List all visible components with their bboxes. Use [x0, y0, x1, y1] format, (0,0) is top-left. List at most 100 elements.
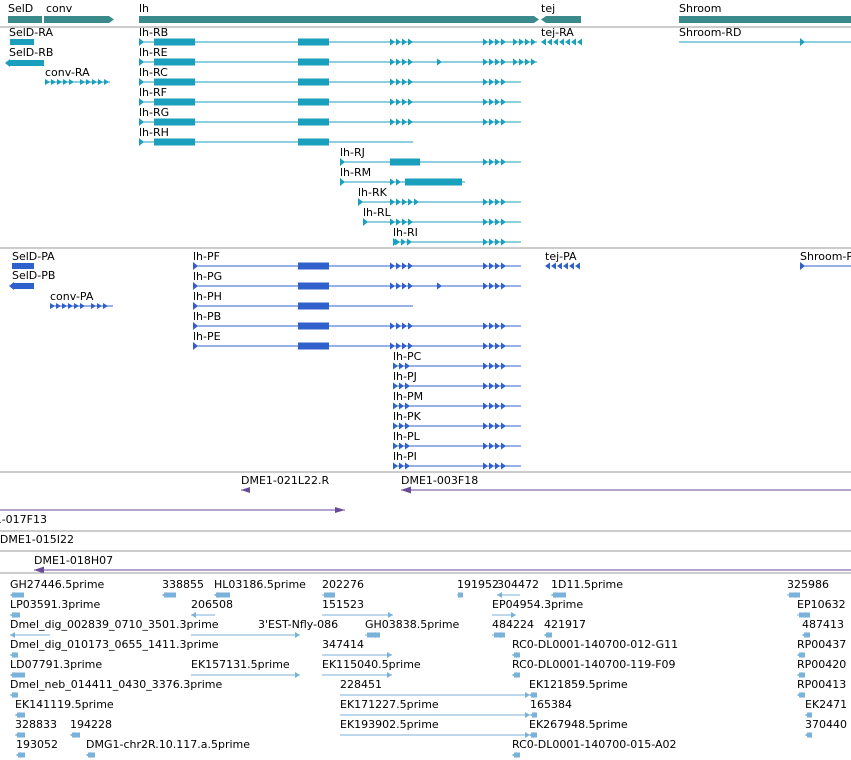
est-label-202276[interactable]: 202276: [322, 578, 364, 591]
est-label-151523[interactable]: 151523: [322, 598, 364, 611]
est-label-ek171227-5prime[interactable]: EK171227.5prime: [340, 698, 439, 711]
est-label-165384[interactable]: 165384: [530, 698, 572, 711]
est-label-ek141119-5prime[interactable]: EK141119.5prime: [15, 698, 114, 711]
protein-label-tej-pa[interactable]: tej-PA: [545, 250, 577, 263]
est-label-rp00413[interactable]: RP00413: [797, 678, 846, 691]
transcript-label-lh-ri[interactable]: lh-RI: [393, 226, 418, 239]
est-arrow-left[interactable]: [191, 612, 196, 618]
clone-label-dme1-018h07[interactable]: DME1-018H07: [34, 554, 113, 567]
est-label-ep04954-3prime[interactable]: EP04954.3prime: [492, 598, 583, 611]
est-label-ek157131-5prime[interactable]: EK157131.5prime: [191, 658, 290, 671]
clone-label-dme1-015i22[interactable]: DME1-015I22: [0, 533, 74, 546]
est-label-325986[interactable]: 325986: [787, 578, 829, 591]
est-label-dmel-dig-010173-0655-1411-3prime[interactable]: Dmel_dig_010173_0655_1411.3prime: [10, 638, 219, 651]
est-arrow-right[interactable]: [511, 612, 516, 618]
est-label-338855[interactable]: 338855: [162, 578, 204, 591]
transcript-label-lh-rc[interactable]: lh-RC: [139, 66, 168, 79]
est-label-lp03591-3prime[interactable]: LP03591.3prime: [10, 598, 101, 611]
protein-label-lh-pl[interactable]: lh-PL: [393, 430, 421, 443]
protein-label-lh-pg[interactable]: lh-PG: [193, 270, 222, 283]
protein-label-lh-pf[interactable]: lh-PF: [193, 250, 220, 263]
protein-label-lh-pi[interactable]: lh-PI: [393, 450, 417, 463]
clone-label-dme1-003f18[interactable]: DME1-003F18: [401, 474, 478, 487]
transcript-label-lh-rm[interactable]: lh-RM: [340, 166, 371, 179]
est-label-ep10632[interactable]: EP10632: [797, 598, 846, 611]
transcript-label-lh-rl[interactable]: lh-RL: [363, 206, 392, 219]
transcript-label-lh-re[interactable]: lh-RE: [139, 46, 168, 59]
est-arrow-right[interactable]: [525, 712, 530, 718]
protein-label-lh-pm[interactable]: lh-PM: [393, 390, 423, 403]
est-label-193052[interactable]: 193052: [16, 738, 58, 751]
est-label-328833[interactable]: 328833: [15, 718, 57, 731]
protein-label-conv-pa[interactable]: conv-PA: [50, 290, 94, 303]
est-arrow-right[interactable]: [295, 672, 300, 678]
transcript-label-conv-ra[interactable]: conv-RA: [45, 66, 90, 79]
est-label-dmg1-chr2r-10-117-a-5prime[interactable]: DMG1-chr2R.10.117.a.5prime: [86, 738, 250, 751]
clone-marker[interactable]: [335, 507, 345, 513]
protein-label-seld-pa[interactable]: SelD-PA: [12, 250, 55, 263]
transcript-label-lh-rh[interactable]: lh-RH: [139, 126, 169, 139]
est-label-228451[interactable]: 228451: [340, 678, 382, 691]
gene-bar-tej[interactable]: [541, 16, 581, 23]
est-arrow-left[interactable]: [10, 632, 15, 638]
gene-label-conv[interactable]: conv: [46, 2, 73, 15]
transcript-label-tej-ra[interactable]: tej-RA: [541, 26, 574, 39]
est-label-3-est-nfly-086[interactable]: 3'EST-Nfly-086: [258, 618, 338, 631]
protein-label-seld-pb[interactable]: SelD-PB: [12, 269, 55, 282]
transcript-label-shroom-rd[interactable]: Shroom-RD: [679, 26, 742, 39]
protein-label-lh-pk[interactable]: lh-PK: [393, 410, 422, 423]
est-label-194228[interactable]: 194228: [70, 718, 112, 731]
gene-label-tej[interactable]: tej: [541, 2, 555, 15]
est-label-370440[interactable]: 370440: [805, 718, 847, 731]
clone-label-dme1-021l22[interactable]: DME1-021L22.R: [241, 474, 329, 487]
gene-label-lh[interactable]: lh: [139, 2, 149, 15]
est-label-206508[interactable]: 206508: [191, 598, 233, 611]
transcript-label-lh-rf[interactable]: lh-RF: [139, 86, 167, 99]
est-label-dmel-dig-002839-0710-3501-3prime[interactable]: Dmel_dig_002839_0710_3501.3prime: [10, 618, 219, 631]
protein-label-lh-pe[interactable]: lh-PE: [193, 330, 221, 343]
est-label-421917[interactable]: 421917: [544, 618, 586, 631]
transcript-label-lh-rg[interactable]: lh-RG: [139, 106, 169, 119]
est-label-191952[interactable]: 191952: [457, 578, 499, 591]
est-arrow-right[interactable]: [525, 692, 530, 698]
protein-label-shroom-pd[interactable]: Shroom-PD: [800, 250, 851, 263]
est-label-ek2471[interactable]: EK2471: [805, 698, 847, 711]
gene-bar-conv[interactable]: [44, 16, 114, 23]
transcript-label-seld-rb[interactable]: SelD-RB: [9, 46, 53, 59]
gene-label-shroom[interactable]: Shroom: [679, 2, 721, 15]
est-label-347414[interactable]: 347414: [322, 638, 364, 651]
est-label-rp00420[interactable]: RP00420: [797, 658, 846, 671]
transcript-label-seld-ra[interactable]: SelD-RA: [9, 26, 53, 39]
gene-bar-shroom[interactable]: [679, 16, 851, 23]
est-label-ek193902-5prime[interactable]: EK193902.5prime: [340, 718, 439, 731]
est-label-rc0-dl0001-140700-015-a02[interactable]: RC0-DL0001-140700-015-A02: [512, 738, 677, 751]
est-label-1d11-5prime[interactable]: 1D11.5prime: [551, 578, 623, 591]
transcript-label-lh-rj[interactable]: lh-RJ: [340, 146, 365, 159]
est-label-304472[interactable]: 304472: [497, 578, 539, 591]
est-label-rc0-dl0001-140700-119-f09[interactable]: RC0-DL0001-140700-119-F09: [512, 658, 676, 671]
protein-label-lh-pj[interactable]: lh-PJ: [393, 370, 417, 383]
est-arrow-left[interactable]: [497, 592, 502, 598]
est-label-ld07791-3prime[interactable]: LD07791.3prime: [10, 658, 102, 671]
est-label-ek267948-5prime[interactable]: EK267948.5prime: [529, 718, 628, 731]
est-arrow-right[interactable]: [525, 732, 530, 738]
est-label-487413[interactable]: 487413: [802, 618, 844, 631]
gene-label-seld[interactable]: SelD: [8, 2, 33, 15]
est-label-gh27446-5prime[interactable]: GH27446.5prime: [10, 578, 105, 591]
est-label-dmel-neb-014411-0430-3376-3prime[interactable]: Dmel_neb_014411_0430_3376.3prime: [10, 678, 222, 691]
est-label-hl03186-5prime[interactable]: HL03186.5prime: [214, 578, 306, 591]
protein-label-lh-ph[interactable]: lh-PH: [193, 290, 222, 303]
est-arrow-right[interactable]: [387, 652, 392, 658]
est-label-484224[interactable]: 484224: [492, 618, 534, 631]
gene-bar-seld[interactable]: [8, 16, 42, 23]
protein-label-lh-pb[interactable]: lh-PB: [193, 310, 221, 323]
est-label-ek115040-5prime[interactable]: EK115040.5prime: [322, 658, 421, 671]
est-arrow-right[interactable]: [295, 632, 300, 638]
est-label-rp00437[interactable]: RP00437: [797, 638, 846, 651]
est-arrow-right[interactable]: [388, 612, 393, 618]
transcript-label-lh-rk[interactable]: lh-RK: [358, 186, 388, 199]
est-label-rc0-dl0001-140700-012-g11[interactable]: RC0-DL0001-140700-012-G11: [512, 638, 678, 651]
clone-label-dme1-017f13[interactable]: DME1-017F13: [0, 513, 47, 526]
est-label-ek121859-5prime[interactable]: EK121859.5prime: [529, 678, 628, 691]
est-arrow-right[interactable]: [387, 672, 392, 678]
